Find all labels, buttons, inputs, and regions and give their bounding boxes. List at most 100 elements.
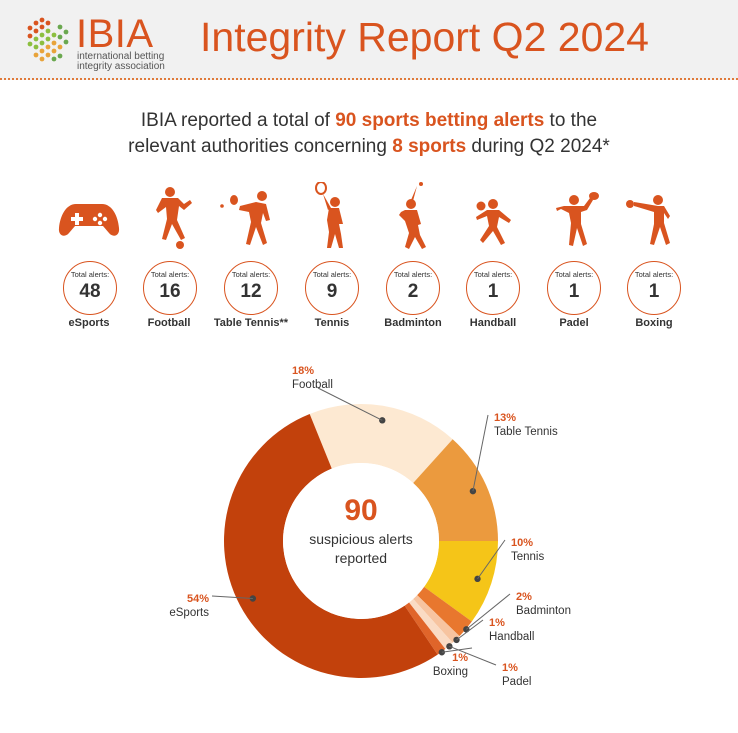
sport-icon-padel	[534, 182, 616, 252]
sport-name-football: Football	[147, 317, 191, 329]
donut-slice-table-tennis	[413, 439, 498, 541]
sport-name-esports: eSports	[68, 317, 110, 329]
intro-part3: relevant authorities concerning	[128, 136, 393, 157]
slice-name-label: Handball	[489, 631, 534, 643]
leader-dot-football	[379, 417, 386, 424]
total-alerts-label: Total alerts:	[312, 270, 352, 279]
total-alerts-label: Total alerts:	[554, 270, 594, 279]
alert-count-boxing: Total alerts: 1	[627, 261, 681, 315]
slice-name-label: Padel	[502, 676, 531, 688]
intro-part1: IBIA reported a total of	[140, 110, 336, 131]
alert-count-handball: Total alerts: 1	[466, 261, 520, 315]
center-caption-line2: reported	[335, 550, 387, 566]
intro-part2: to the	[544, 110, 598, 131]
boxer-icon	[626, 195, 670, 245]
leader-line-handball	[456, 619, 484, 641]
header-bar: IBIA international betting integrity ass…	[0, 0, 738, 80]
intro-highlight-sports: 8 sports	[392, 136, 467, 157]
donut-slice-boxing	[404, 602, 446, 655]
sport-name-handball: Handball	[469, 317, 517, 329]
slice-percent-label: 18%	[292, 365, 314, 377]
alert-count-padel: Total alerts: 1	[547, 261, 601, 315]
alert-count-table-tennis: Total alerts: 12	[224, 261, 278, 315]
donut-slice-esports	[223, 413, 438, 679]
alert-count-tennis: Total alerts: 9	[305, 261, 359, 315]
slice-percent-label: 1%	[502, 662, 518, 674]
leader-line-esports	[211, 595, 253, 600]
sport-icon-football	[128, 182, 210, 252]
logo-subtitle-line2: integrity association	[77, 61, 165, 72]
alert-count-value: 48	[79, 281, 101, 302]
total-alerts-label: Total alerts:	[150, 270, 190, 279]
alert-count-value: 16	[159, 281, 181, 302]
donut-slice-badminton	[417, 586, 472, 637]
tennis-player-icon	[315, 182, 343, 248]
leader-dot-boxing	[438, 649, 446, 656]
sport-icon-table-tennis	[210, 182, 292, 252]
slice-percent-label: 13%	[494, 412, 516, 424]
sport-icon-badminton	[373, 182, 455, 252]
leader-line-padel	[449, 645, 497, 666]
alert-count-value: 1	[648, 281, 660, 302]
donut-slice-padel	[409, 598, 453, 649]
leader-line-tennis	[477, 539, 506, 580]
leader-line-football	[317, 387, 383, 421]
total-alerts-label: Total alerts:	[634, 270, 674, 279]
center-caption-line1: suspicious alerts	[309, 531, 413, 547]
total-alerts-label: Total alerts:	[473, 270, 513, 279]
gamepad-icon	[58, 204, 120, 236]
sport-icon-tennis	[291, 182, 373, 252]
logo-dots-icon	[27, 17, 69, 62]
total-alerts-label: Total alerts:	[70, 270, 110, 279]
sport-name-table-tennis: Table Tennis**	[213, 317, 289, 329]
slice-name-label: Boxing	[433, 666, 468, 678]
alert-count-value: 1	[568, 281, 580, 302]
slice-name-label: Table Tennis	[494, 426, 558, 438]
total-alerts-label: Total alerts:	[231, 270, 271, 279]
slice-percent-label: 54%	[187, 593, 209, 605]
donut-slice-tennis	[424, 541, 498, 622]
football-player-icon	[156, 187, 192, 249]
sport-icon-boxing	[614, 182, 696, 252]
intro-text: IBIA reported a total of 90 sports betti…	[0, 108, 738, 160]
slice-percent-label: 1%	[489, 617, 505, 629]
slice-name-label: Badminton	[516, 605, 571, 617]
logo-subtitle: international betting integrity associat…	[77, 52, 187, 72]
leader-dot-table-tennis	[469, 487, 477, 495]
alert-count-value: 9	[326, 281, 338, 302]
donut-slice-handball	[413, 595, 460, 643]
slice-name-label: eSports	[169, 607, 209, 619]
slice-name-label: Football	[292, 379, 333, 391]
sport-name-boxing: Boxing	[635, 317, 673, 329]
slice-name-label: Tennis	[511, 551, 544, 563]
donut-slice-football	[309, 404, 453, 484]
sport-icon-esports	[48, 182, 130, 252]
total-alerts-label: Total alerts:	[393, 270, 433, 279]
intro-highlight-alerts: 90 sports betting alerts	[335, 110, 545, 131]
leader-line-badminton	[466, 593, 511, 630]
slice-percent-label: 2%	[516, 591, 532, 603]
alert-count-badminton: Total alerts: 2	[386, 261, 440, 315]
alert-count-value: 12	[240, 281, 262, 302]
alert-count-esports: Total alerts: 48	[63, 261, 117, 315]
donut-hole	[283, 463, 439, 619]
leader-dot-tennis	[474, 575, 481, 583]
sport-icon-handball	[453, 182, 535, 252]
table-tennis-player-icon	[220, 191, 270, 245]
sport-name-badminton: Badminton	[384, 317, 442, 329]
leader-line-boxing	[441, 647, 473, 653]
alert-count-football: Total alerts: 16	[143, 261, 197, 315]
ibia-logo: IBIA international betting integrity ass…	[22, 12, 182, 72]
sport-name-tennis: Tennis	[314, 317, 350, 329]
slice-percent-label: 1%	[452, 652, 468, 664]
padel-player-icon	[556, 192, 599, 246]
alert-count-value: 2	[407, 281, 419, 302]
slice-percent-label: 10%	[511, 537, 533, 549]
badminton-player-icon	[399, 182, 426, 249]
center-total-value: 90	[344, 494, 377, 527]
leader-line-table-tennis	[472, 414, 489, 492]
logo-subtitle-line1: international betting	[77, 51, 165, 62]
alerts-donut-chart: 18% Football 13% Table Tennis 10% Tennis 2% Bad…	[169, 365, 571, 688]
sport-name-padel: Padel	[559, 317, 589, 329]
page-title: Integrity Report Q2 2024	[200, 14, 649, 60]
